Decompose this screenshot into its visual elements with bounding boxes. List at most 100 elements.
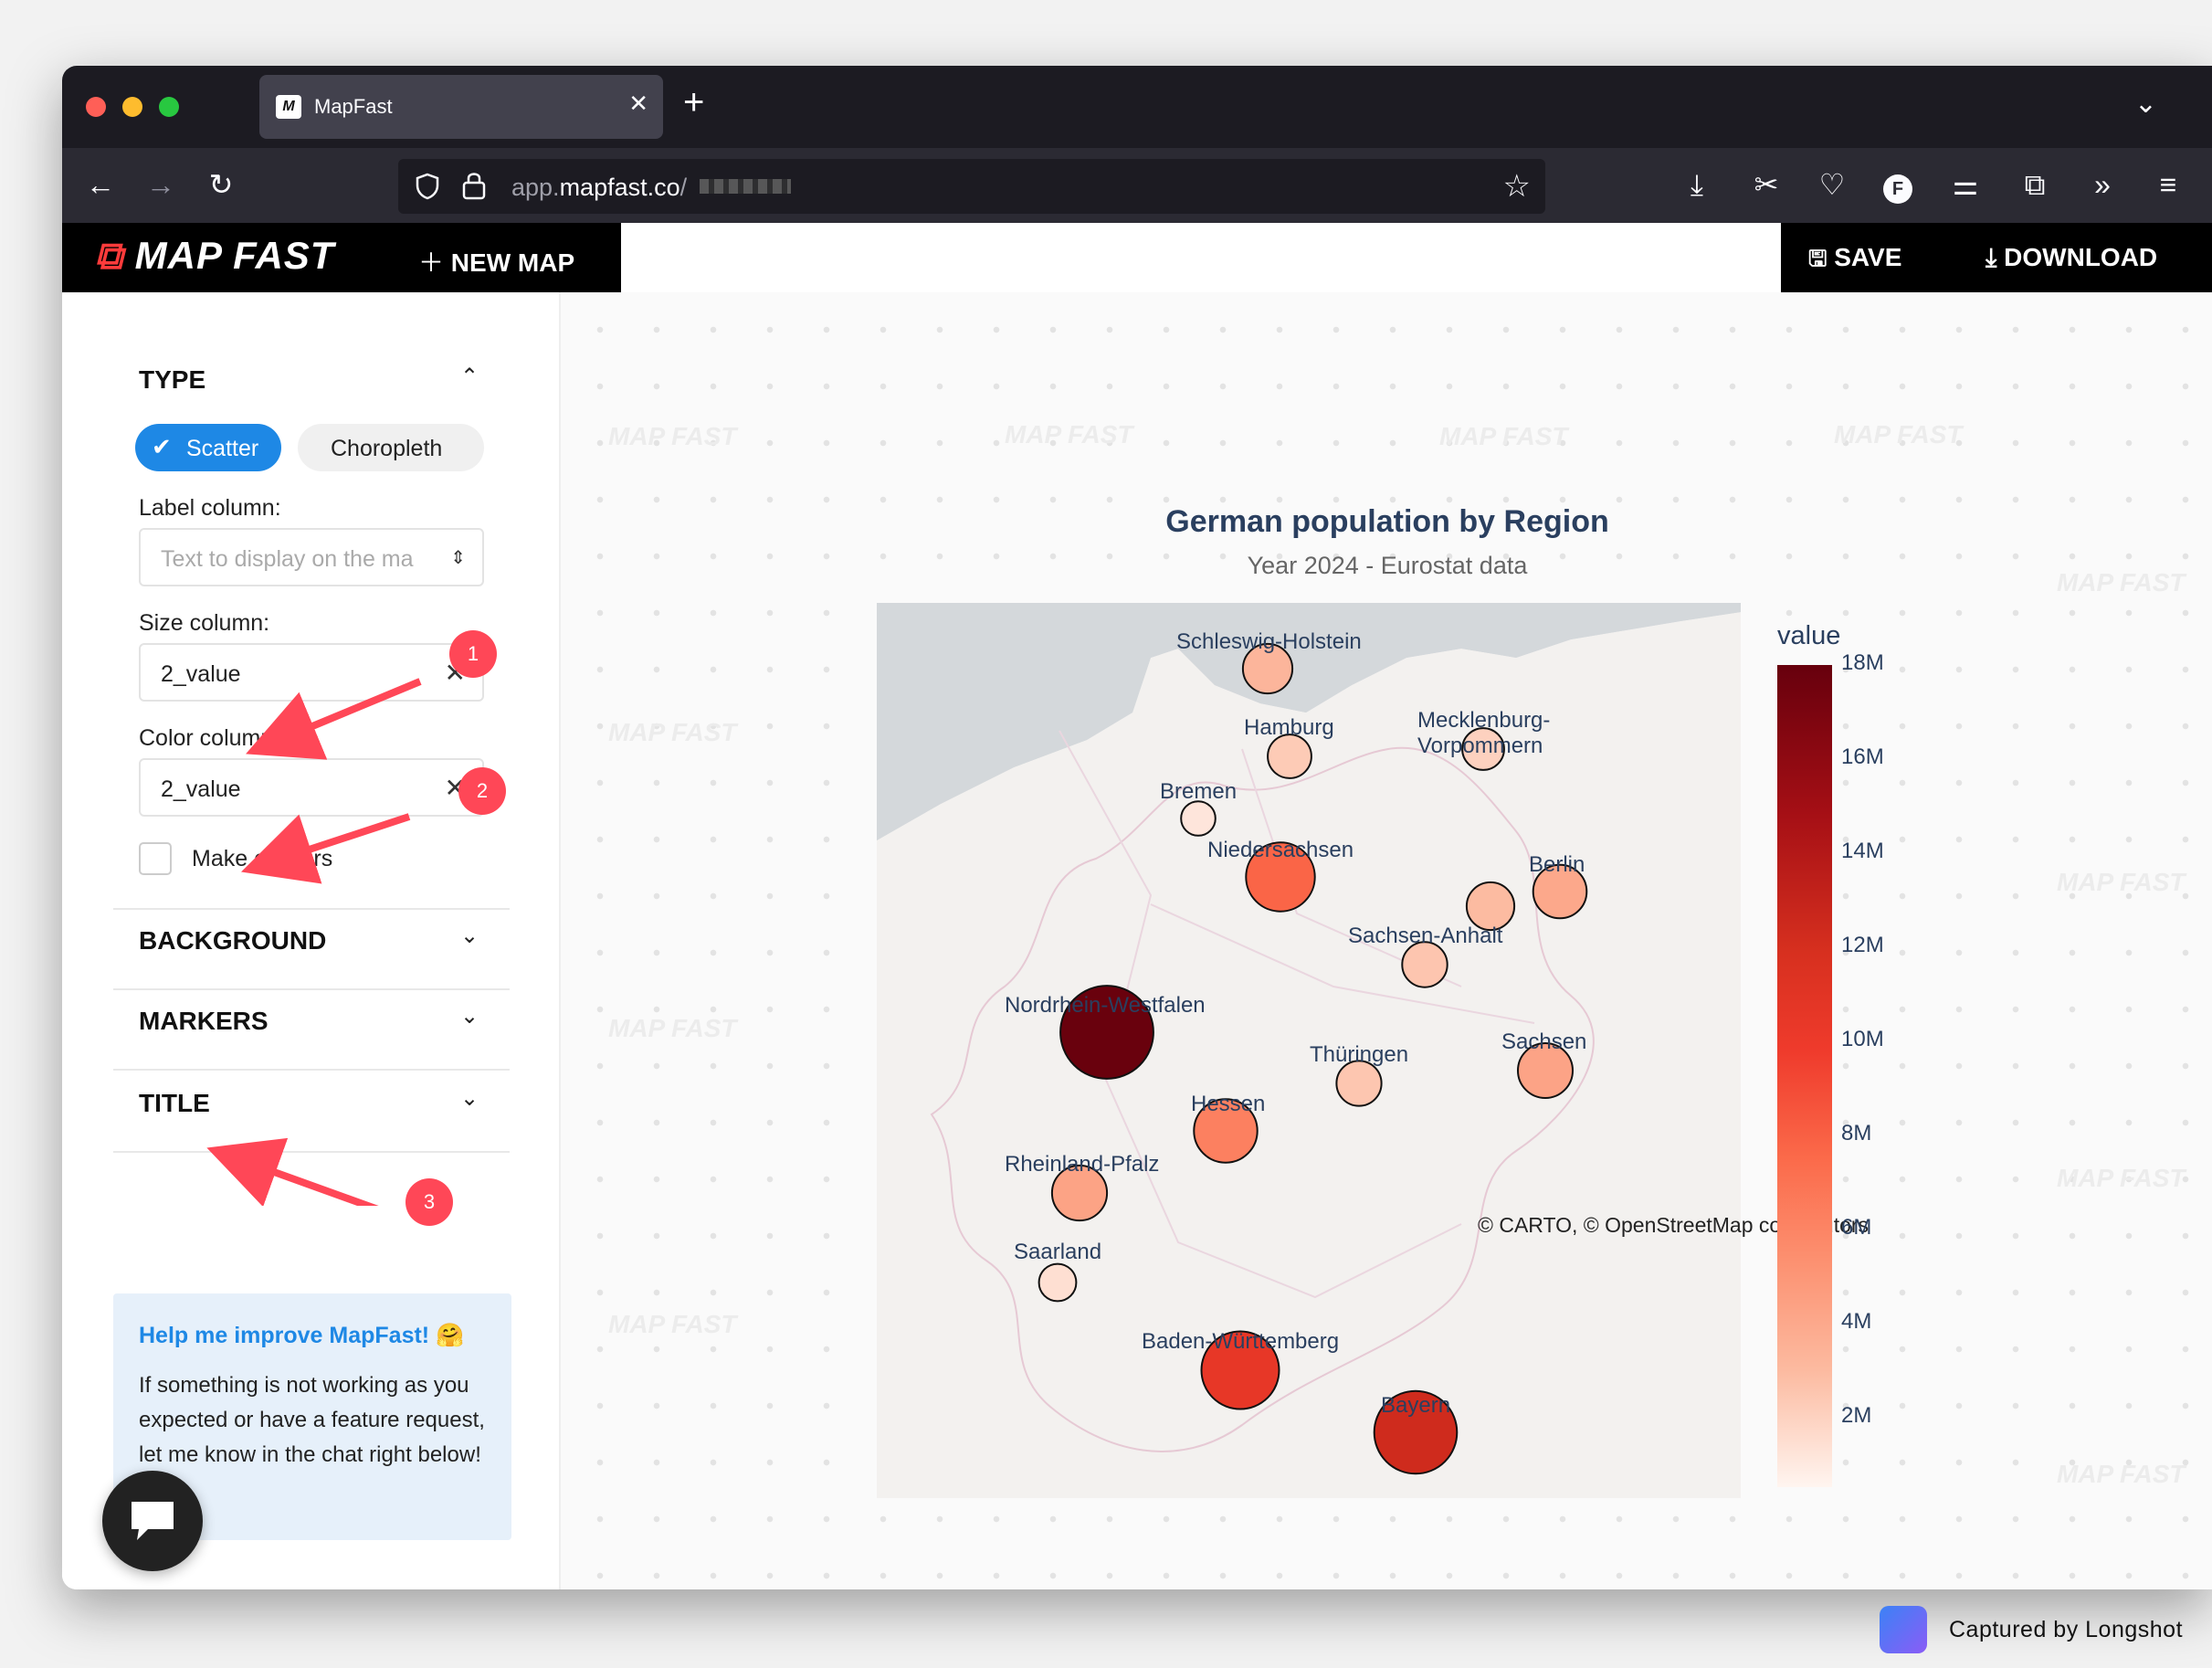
marker-bayern[interactable] — [1373, 1389, 1459, 1475]
marker-label: Hamburg — [1244, 715, 1334, 740]
close-window-button[interactable] — [86, 97, 106, 117]
longshot-logo-icon — [1880, 1606, 1927, 1653]
title-section-title[interactable]: TITLE — [139, 1089, 210, 1117]
border-lines — [930, 746, 1595, 1452]
shield-icon — [416, 173, 439, 200]
save-button[interactable]: 🖫 SAVE — [1808, 243, 1902, 271]
colorbar-tick: 14M — [1841, 839, 1884, 863]
header-left: ⧉ MAP FAST ＋ NEW MAP — [62, 223, 621, 292]
chevron-down-icon[interactable]: ⌄ — [460, 924, 479, 948]
download-button[interactable]: ⤓ DOWNLOAD — [1986, 243, 2158, 271]
size-column-value: 2_value — [161, 661, 241, 687]
chat-button[interactable] — [102, 1471, 203, 1571]
watermark: MAP FAST — [2057, 868, 2186, 896]
profile-icon[interactable]: F — [1880, 166, 1916, 204]
size-column-select[interactable]: 2_value ✕ — [139, 643, 484, 702]
updown-icon: ⇕ — [450, 548, 466, 568]
marker-berlin[interactable] — [1532, 863, 1588, 920]
map-logo-icon: ⧉ — [95, 234, 123, 277]
address-bar[interactable]: app.mapfast.co/ ☆ — [398, 159, 1545, 214]
nav-bar: ← → ↻ app.mapfast.co/ ☆ ⤓ ✂ ♡ F ⚌ ⧉ » ≡ — [62, 148, 2212, 223]
watermark: MAP FAST — [608, 1014, 737, 1042]
chevron-up-icon[interactable]: ⌃ — [460, 364, 479, 389]
markers-section-title[interactable]: MARKERS — [139, 1007, 269, 1035]
type-option-scatter[interactable]: ✔ Scatter — [135, 424, 281, 471]
chevron-down-icon[interactable]: ⌄ — [2133, 89, 2157, 119]
marker-sachsen[interactable] — [1517, 1042, 1574, 1099]
bookmark-star-icon[interactable]: ☆ — [1502, 169, 1531, 204]
label-column-select[interactable]: Text to display on the ma ⇕ — [139, 528, 484, 586]
watermark: MAP FAST — [1439, 422, 1568, 450]
divider — [113, 1069, 510, 1071]
make-clusters-checkbox[interactable] — [139, 842, 172, 875]
extensions-icon[interactable]: ⧉ — [2024, 168, 2046, 201]
marker-baden-w-rttemberg[interactable] — [1200, 1330, 1280, 1410]
downloads-icon[interactable]: ⤓ — [1690, 168, 1704, 201]
marker-label: Saarland — [1014, 1240, 1101, 1264]
marker-bremen[interactable] — [1180, 800, 1217, 837]
colorbar-tick: 16M — [1841, 744, 1884, 769]
mapfast-favicon-icon: M — [276, 95, 301, 119]
type-section-title[interactable]: TYPE — [139, 365, 206, 394]
download-icon: ⤓ — [1986, 243, 1997, 271]
map-plot[interactable]: Schleswig-Holstein Hamburg Mecklenburg-Vor… — [877, 603, 1741, 1498]
marker-label: Hessen — [1191, 1092, 1265, 1116]
colorbar — [1777, 665, 1832, 1487]
reload-icon[interactable]: ↻ — [208, 168, 234, 201]
marker-schleswig-holstein[interactable] — [1241, 642, 1294, 695]
watermark: MAP FAST — [2057, 1460, 2186, 1488]
colorbar-title: value — [1777, 621, 1841, 650]
points-layer: Schleswig-Holstein Hamburg Mecklenburg-Vor… — [1005, 629, 1588, 1475]
watermark: MAP FAST — [608, 422, 737, 450]
plus-icon: ＋ — [418, 248, 445, 277]
new-map-button[interactable]: ＋ NEW MAP — [418, 248, 575, 277]
label-column-placeholder: Text to display on the ma — [161, 546, 414, 572]
translate-icon[interactable]: ⚌ — [1952, 168, 1979, 201]
watermark: MAP FAST — [608, 1310, 737, 1338]
longshot-label: Captured by Longshot — [1949, 1617, 2184, 1642]
marker-label: Berlin — [1529, 852, 1585, 877]
forward-icon[interactable]: → — [146, 168, 175, 201]
marker-th-ringen[interactable] — [1335, 1060, 1383, 1107]
watermark: MAP FAST — [1834, 420, 1963, 449]
type-option-choropleth[interactable]: Choropleth — [298, 424, 484, 471]
divider — [113, 908, 510, 910]
close-tab-icon[interactable]: ✕ — [628, 90, 648, 117]
marker-label: Rheinland-Pfalz — [1005, 1152, 1159, 1177]
marker-sachsen-anhalt[interactable] — [1401, 941, 1448, 988]
marker-hessen[interactable] — [1193, 1098, 1259, 1164]
size-column-label: Size column: — [139, 610, 270, 636]
colorbar-tick: 6M — [1841, 1215, 1872, 1240]
tab-mapfast[interactable]: M MapFast ✕ — [259, 75, 663, 139]
overflow-icon[interactable]: » — [2094, 168, 2111, 201]
marker-saarland[interactable] — [1038, 1262, 1078, 1303]
pocket-icon[interactable]: ♡ — [1818, 168, 1846, 201]
app: ⧉ MAP FAST ＋ NEW MAP 🖫 SAVE ⤓ DOWNLOAD T… — [62, 223, 2212, 1589]
marker-mecklenburg-vorpommern[interactable] — [1461, 727, 1505, 771]
marker-rheinland-pfalz[interactable] — [1050, 1164, 1109, 1222]
chart-title: German population by Region — [1165, 504, 1609, 539]
zoom-window-button[interactable] — [159, 97, 179, 117]
marker-label: Nordrhein-Westfalen — [1005, 993, 1206, 1018]
marker-label: Bremen — [1160, 779, 1237, 804]
annotation-arrows — [206, 678, 422, 1206]
screenshot-icon[interactable]: ✂ — [1754, 168, 1779, 201]
marker-nordrhein-westfalen[interactable] — [1059, 985, 1154, 1080]
marker-hamburg[interactable] — [1267, 734, 1312, 779]
new-tab-button[interactable]: + — [683, 82, 705, 122]
mapfast-logo[interactable]: ⧉ MAP FAST — [95, 234, 335, 277]
color-column-select[interactable]: 2_value ✕ — [139, 758, 484, 817]
marker-niedersachsen[interactable] — [1245, 841, 1316, 913]
colorbar-tick: 2M — [1841, 1403, 1872, 1428]
chevron-down-icon[interactable]: ⌄ — [460, 1086, 479, 1111]
colorbar-tick: 18M — [1841, 650, 1884, 675]
menu-icon[interactable]: ≡ — [2159, 168, 2177, 201]
back-icon[interactable]: ← — [86, 168, 115, 201]
marker-label: Mecklenburg- — [1417, 708, 1550, 733]
marker-brandenburg[interactable] — [1465, 881, 1516, 932]
marker-label: Thüringen — [1310, 1042, 1408, 1067]
chevron-down-icon[interactable]: ⌄ — [460, 1004, 479, 1029]
minimize-window-button[interactable] — [122, 97, 142, 117]
watermark: MAP FAST — [2057, 1164, 2186, 1192]
background-section-title[interactable]: BACKGROUND — [139, 926, 327, 955]
